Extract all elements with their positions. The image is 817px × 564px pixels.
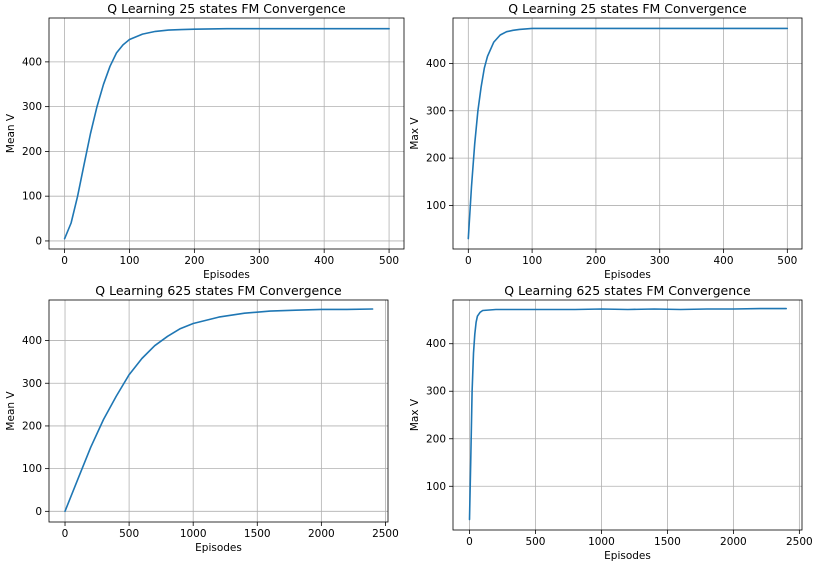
chart-2-y-tick-label: 100 (426, 200, 446, 212)
chart-2-y-axis-label: Max V (409, 117, 421, 150)
chart-3-title: Q Learning 625 states FM Convergence (95, 283, 342, 298)
chart-4-y-tick-label: 200 (426, 433, 446, 445)
chart-3-x-tick-label: 500 (119, 528, 139, 540)
chart-4-x-tick-label: 2500 (786, 536, 813, 548)
chart-3-y-tick-label: 0 (35, 506, 42, 518)
chart-1-x-axis-label: Episodes (203, 269, 250, 281)
chart-1-x-tick-label: 100 (119, 255, 139, 267)
chart-4-plot-frame (452, 299, 803, 531)
chart-4-y-tick-label: 300 (426, 386, 446, 398)
chart-1-y-tick-label: 300 (22, 101, 42, 113)
chart-4-x-tick-label: 500 (525, 536, 545, 548)
chart-2-x-axis-label: Episodes (604, 269, 651, 281)
chart-4-x-tick-label: 1000 (588, 536, 615, 548)
chart-1-series-line (63, 27, 390, 240)
chart-1-x-tick-label: 200 (184, 255, 204, 267)
chart-4-x-tick-label: 1500 (654, 536, 681, 548)
chart-3-x-axis-label: Episodes (195, 542, 242, 554)
chart-3-y-tick-label: 400 (22, 335, 42, 347)
chart-1-x-tick-label: 0 (61, 255, 68, 267)
chart-3-x-tick-label: 2500 (372, 528, 399, 540)
chart-1-y-tick-label: 100 (22, 191, 42, 203)
chart-3-series-line (64, 308, 374, 513)
chart-1: 0 100 200 300 400 500 0 100 200 300 400 Q Learning … (5, 1, 405, 281)
chart-3-x-tick-label: 1500 (244, 528, 271, 540)
chart-4-x-tick-label: 0 (466, 536, 473, 548)
chart-2-x-tick-label: 200 (586, 255, 606, 267)
chart-4: 0 500 1000 1500 2000 2500 100 200 300 400 Q Learni… (409, 283, 813, 562)
chart-2-y-tick-label: 300 (426, 105, 446, 117)
chart-2: 0 100 200 300 400 500 100 200 300 400 Q Learning 2… (409, 1, 803, 281)
chart-3-y-axis-label: Mean V (5, 391, 17, 431)
chart-1-y-axis-label: Mean V (5, 113, 17, 153)
chart-1-x-tick-label: 300 (249, 255, 269, 267)
chart-4-x-tick-label: 2000 (720, 536, 747, 548)
chart-1-title: Q Learning 25 states FM Convergence (107, 1, 346, 16)
chart-2-y-tick-label: 400 (426, 58, 446, 70)
chart-2-series-line (467, 27, 789, 240)
chart-1-x-tick-label: 500 (379, 255, 399, 267)
chart-3-y-tick-label: 100 (22, 463, 42, 475)
chart-3-plot-frame (48, 299, 389, 523)
chart-3-x-tick-label: 2000 (308, 528, 335, 540)
chart-4-title: Q Learning 625 states FM Convergence (504, 283, 751, 298)
chart-2-x-tick-label: 400 (713, 255, 733, 267)
chart-1-y-tick-label: 200 (22, 146, 42, 158)
chart-3-y-tick-label: 300 (22, 378, 42, 390)
chart-2-x-tick-label: 300 (650, 255, 670, 267)
chart-2-x-tick-label: 100 (522, 255, 542, 267)
chart-3: 0 500 1000 1500 2000 2500 0 100 200 300 400 Q Learn… (5, 283, 399, 554)
chart-1-y-tick-label: 0 (35, 235, 42, 247)
chart-1-plot-frame (48, 17, 405, 250)
chart-3-x-tick-label: 0 (62, 528, 69, 540)
chart-2-y-tick-label: 200 (426, 153, 446, 165)
chart-4-y-tick-label: 400 (426, 338, 446, 350)
chart-4-y-tick-label: 100 (426, 481, 446, 493)
chart-4-y-axis-label: Max V (409, 398, 421, 431)
chart-1-x-tick-label: 400 (314, 255, 334, 267)
chart-4-x-axis-label: Episodes (604, 550, 651, 562)
chart-3-x-tick-label: 1000 (180, 528, 207, 540)
chart-2-x-tick-label: 0 (465, 255, 472, 267)
chart-1-y-tick-label: 400 (22, 56, 42, 68)
chart-2-x-tick-label: 500 (777, 255, 797, 267)
chart-4-series-line (468, 307, 788, 521)
chart-3-y-tick-label: 200 (22, 420, 42, 432)
chart-2-title: Q Learning 25 states FM Convergence (508, 1, 747, 16)
chart-2-plot-frame (452, 17, 803, 250)
